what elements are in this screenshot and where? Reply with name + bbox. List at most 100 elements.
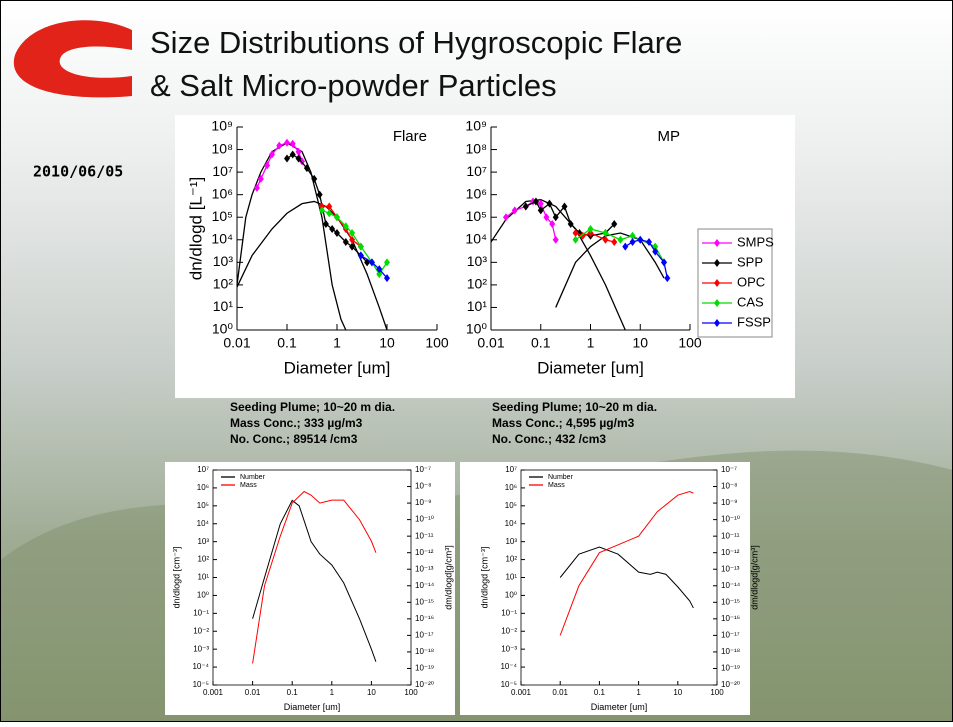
y-axis-label: dn/dlogd [cm⁻³] [479,547,489,609]
y-tick-label: 10⁷ [505,465,517,474]
y-tick-label: 10⁰ [212,321,234,337]
data-point [522,202,529,211]
x-tick-label: 100 [710,688,724,697]
y-tick-label: 10³ [505,537,517,546]
y-tick-label: 10⁻⁴ [192,662,209,671]
y-tick-label: 10⁸ [212,140,234,156]
data-point [572,235,579,244]
data-point [303,164,310,173]
data-point [334,228,340,237]
y2-tick-label: 10⁻¹² [721,548,740,557]
y-tick-label: 10³ [467,253,488,269]
y-tick-label: 10² [213,276,234,292]
annotation: Flare [393,128,427,145]
x-tick-label: 0.01 [223,335,250,351]
y2-axis-label: dm/dlogd[g/cm³] [443,545,453,610]
y-tick-label: 10⁸ [466,140,488,156]
y2-tick-label: 10⁻¹³ [415,564,434,573]
y-tick-label: 10³ [213,253,234,269]
y-tick-label: 10⁵ [466,208,487,224]
data-point [349,242,356,251]
y-tick-label: 10⁴ [197,519,210,528]
y-tick-label: 10¹ [467,298,488,314]
y2-tick-label: 10⁻²⁰ [721,680,740,689]
y-tick-label: 10⁷ [197,465,209,474]
y-tick-label: 10² [197,555,209,564]
data-point [295,147,302,156]
y-tick-label: 10⁵ [505,501,517,510]
x-tick-label: 1 [636,688,641,697]
y-tick-label: 10⁰ [197,591,209,600]
legend-marker [714,239,720,247]
legend-label: Mass [548,482,565,489]
data-point [552,213,559,222]
y-axis-label: dn/dlogd [L⁻¹] [186,177,205,281]
legend-label: Number [548,474,574,481]
x-tick-label: 100 [678,335,702,351]
note-line: Mass Conc.; 4,595 µg/m3 [492,416,635,430]
data-point [537,206,544,215]
title-line: & Salt Micro-powder Particles [150,68,557,103]
legend-label: CAS [737,294,764,309]
y-tick-label: 10⁰ [466,321,488,337]
data-point [326,202,333,211]
y2-tick-label: 10⁻¹³ [721,564,740,573]
y2-tick-label: 10⁻¹⁷ [721,630,740,639]
series-line [360,254,388,279]
data-point [622,242,629,251]
x-axis-label: Diameter [um] [284,359,391,378]
y2-tick-label: 10⁻⁹ [721,498,738,507]
data-point [264,161,271,170]
data-point [652,247,659,256]
data-point [357,251,364,260]
y-tick-label: 10⁶ [466,185,487,201]
series-line [236,200,388,331]
y-tick-label: 10⁶ [505,483,517,492]
note-line: No. Conc.; 89514 /cm3 [230,432,358,446]
y-tick-label: 10⁷ [212,163,233,179]
y-tick-label: 10⁰ [505,591,517,600]
y-axis-label: dn/dlogd [cm⁻³] [171,547,181,609]
data-point [602,235,609,244]
data-point [611,237,618,246]
logo [13,20,132,98]
y-tick-label: 10⁵ [197,501,209,510]
y2-tick-label: 10⁻⁷ [721,465,737,474]
legend-marker [714,319,720,327]
y-tick-label: 10⁵ [212,208,233,224]
x-tick-label: 0.001 [203,688,224,697]
x-tick-label: 0.1 [287,688,299,697]
data-point [289,139,296,148]
series-line [252,490,377,664]
y2-tick-label: 10⁻¹⁴ [721,581,741,590]
data-point [253,183,260,192]
data-point [532,197,539,206]
data-point [349,228,356,237]
data-point [629,231,636,240]
date: 2010/06/05 [33,163,123,181]
y-tick-label: 10⁴ [505,519,518,528]
chart-panel [460,462,750,715]
x-tick-label: 10 [367,688,376,697]
y2-tick-label: 10⁻⁸ [721,482,738,491]
data-point [349,235,356,244]
series-line [252,499,377,662]
y2-tick-label: 10⁻¹⁰ [415,515,434,524]
x-tick-label: 1 [333,335,341,351]
data-point [660,258,667,267]
y-tick-label: 10⁶ [212,185,233,201]
series-line [559,546,694,609]
y2-tick-label: 10⁻¹⁵ [721,597,740,606]
data-point [664,274,671,283]
y-tick-label: 10¹ [505,573,517,582]
data-point [549,220,556,229]
legend-label: OPC [737,274,765,289]
y2-tick-label: 10⁻¹⁹ [721,664,740,673]
note-line: No. Conc.; 432 /cm3 [492,432,606,446]
data-point [334,213,340,222]
x-axis-label: Diameter [um] [284,702,341,712]
y-tick-label: 10⁻⁵ [501,680,517,689]
legend-marker [714,279,720,287]
data-point [629,237,636,246]
notes: Seeding Plume; 10~20 m dia. Mass Conc.; … [230,400,657,446]
